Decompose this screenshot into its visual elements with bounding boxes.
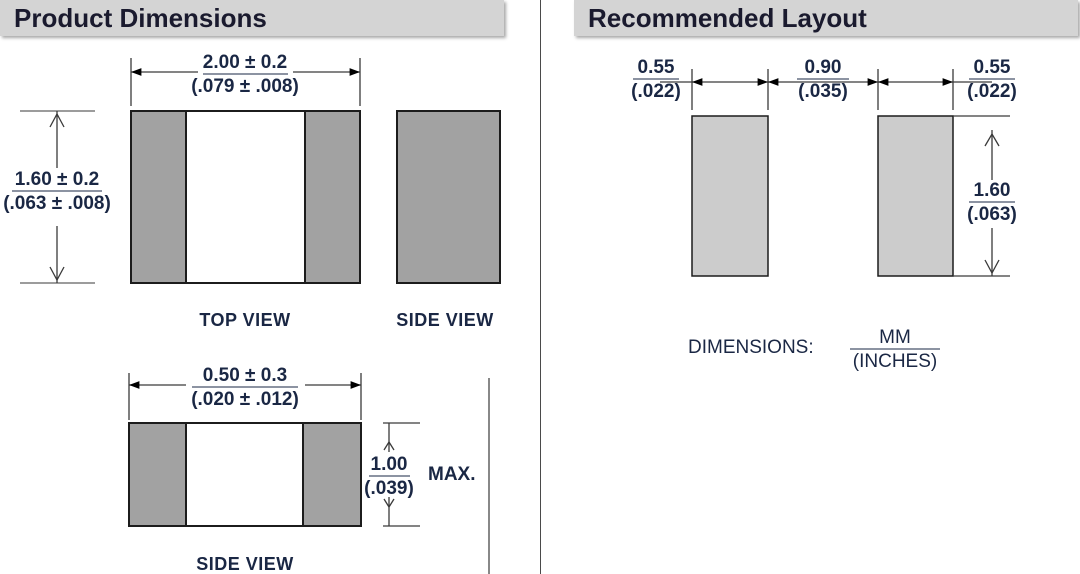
svg-text:2.00 ± 0.2: 2.00 ± 0.2 xyxy=(203,52,287,73)
svg-text:(INCHES): (INCHES) xyxy=(853,351,937,372)
svg-text:SIDE VIEW: SIDE VIEW xyxy=(196,554,294,574)
svg-text:1.60: 1.60 xyxy=(974,180,1011,201)
svg-text:1.00: 1.00 xyxy=(371,454,408,475)
svg-text:(.035): (.035) xyxy=(798,81,848,102)
svg-text:(.022): (.022) xyxy=(631,81,681,102)
svg-text:0.50 ± 0.3: 0.50 ± 0.3 xyxy=(203,365,287,386)
svg-text:(.022): (.022) xyxy=(967,81,1017,102)
svg-text:(.079 ± .008): (.079 ± .008) xyxy=(191,76,299,97)
svg-text:0.90: 0.90 xyxy=(805,57,842,78)
svg-text:MM: MM xyxy=(879,327,911,348)
svg-text:0.55: 0.55 xyxy=(974,57,1011,78)
svg-text:MAX.: MAX. xyxy=(428,464,476,485)
svg-text:DIMENSIONS:: DIMENSIONS: xyxy=(688,337,814,358)
svg-text:TOP VIEW: TOP VIEW xyxy=(199,310,290,330)
svg-text:1.60 ± 0.2: 1.60 ± 0.2 xyxy=(15,169,99,190)
svg-text:(.039): (.039) xyxy=(364,478,414,499)
svg-text:SIDE VIEW: SIDE VIEW xyxy=(396,310,494,330)
svg-text:(.063): (.063) xyxy=(967,204,1017,225)
svg-text:(.020 ± .012): (.020 ± .012) xyxy=(191,389,299,410)
svg-text:(.063 ± .008): (.063 ± .008) xyxy=(3,193,111,214)
svg-text:0.55: 0.55 xyxy=(638,57,675,78)
